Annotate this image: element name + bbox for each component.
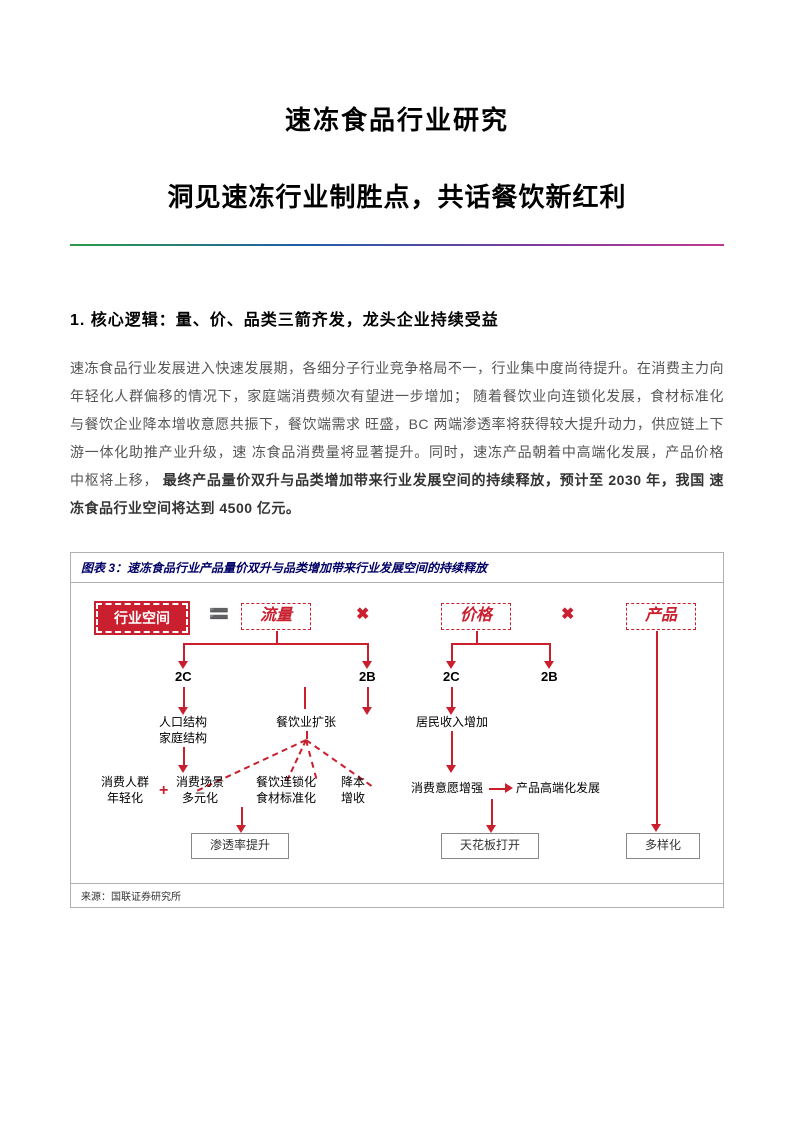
arrow-icon <box>362 707 372 715</box>
node-income: 居民收入增加 <box>416 715 488 731</box>
node-price: 价格 <box>441 603 511 630</box>
arrow-icon <box>486 825 496 833</box>
arrow-icon <box>651 824 661 832</box>
title-sub: 洞见速冻行业制胜点，共话餐饮新红利 <box>70 177 724 214</box>
line <box>451 643 551 645</box>
arrow-icon <box>446 707 456 715</box>
node-premium: 产品高端化发展 <box>516 781 600 797</box>
node-catering: 餐饮业扩张 <box>276 715 336 731</box>
line <box>183 747 185 767</box>
node-2c-a: 2C <box>175 669 192 686</box>
node-flow: 流量 <box>241 603 311 630</box>
line <box>491 799 493 827</box>
arrow-icon <box>446 765 456 773</box>
section-1-body: 速冻食品行业发展进入快速发展期，各细分子行业竞争格局不一，行业集中度尚待提升。在… <box>70 354 724 522</box>
figure-source: 来源：国联证券研究所 <box>71 883 723 907</box>
title-main: 速冻食品行业研究 <box>70 100 724 137</box>
node-diversify: 多样化 <box>626 833 700 859</box>
body-pre: 速冻食品行业发展进入快速发展期，各细分子行业竞争格局不一，行业集中度尚待提升。在… <box>70 360 724 488</box>
node-willing: 消费意愿增强 <box>411 781 483 797</box>
flowchart-diagram: 行业空间 🟰 流量 ✖ 价格 ✖ 产品 2C <box>81 603 713 863</box>
arrow-icon <box>178 707 188 715</box>
arrow-icon <box>178 765 188 773</box>
line <box>304 687 306 709</box>
node-scene-multi: 消费场景多元化 <box>176 775 224 806</box>
line <box>276 631 278 643</box>
body-bold: 最终产品量价双升与品类增加带来行业发展空间的持续释放，预计至 2030 年，我国… <box>70 472 724 516</box>
line <box>451 731 453 767</box>
line <box>367 687 369 709</box>
op-mul-2: ✖ <box>561 605 574 626</box>
node-product: 产品 <box>626 603 696 630</box>
line <box>367 643 369 663</box>
arrow-icon <box>236 825 246 833</box>
arrow-icon <box>178 661 188 669</box>
figure-title: 图表 3：速冻食品行业产品量价双升与品类增加带来行业发展空间的持续释放 <box>71 553 723 583</box>
node-chain-std: 餐饮连锁化食材标准化 <box>256 775 316 806</box>
line <box>183 687 185 709</box>
node-2b-a: 2B <box>359 669 376 686</box>
line <box>476 631 478 643</box>
figure-body: 行业空间 🟰 流量 ✖ 价格 ✖ 产品 2C <box>71 583 723 883</box>
node-penetration: 渗透率提升 <box>191 833 289 859</box>
line <box>451 643 453 663</box>
line <box>656 631 658 826</box>
line <box>306 731 308 739</box>
node-ceiling: 天花板打开 <box>441 833 539 859</box>
op-equals: 🟰 <box>209 605 229 626</box>
node-consumer-young: 消费人群年轻化 <box>101 775 149 806</box>
arrow-icon <box>362 661 372 669</box>
plus-icon: + <box>159 781 168 802</box>
arrow-icon <box>544 661 554 669</box>
node-cost-rev: 降本增收 <box>341 775 365 806</box>
node-2b-b: 2B <box>541 669 558 686</box>
line <box>451 687 453 709</box>
line <box>241 807 243 827</box>
arrow-icon <box>446 661 456 669</box>
op-mul-1: ✖ <box>356 605 369 626</box>
node-2c-b: 2C <box>443 669 460 686</box>
figure-3: 图表 3：速冻食品行业产品量价双升与品类增加带来行业发展空间的持续释放 行业空间… <box>70 552 724 908</box>
gradient-divider <box>70 244 724 246</box>
section-1-heading: 1. 核心逻辑：量、价、品类三箭齐发，龙头企业持续受益 <box>70 306 724 330</box>
arrow-icon <box>505 783 513 793</box>
line <box>183 643 369 645</box>
line <box>549 643 551 663</box>
line <box>183 643 185 663</box>
node-pop: 人口结构家庭结构 <box>159 715 207 746</box>
node-root: 行业空间 <box>96 603 188 633</box>
